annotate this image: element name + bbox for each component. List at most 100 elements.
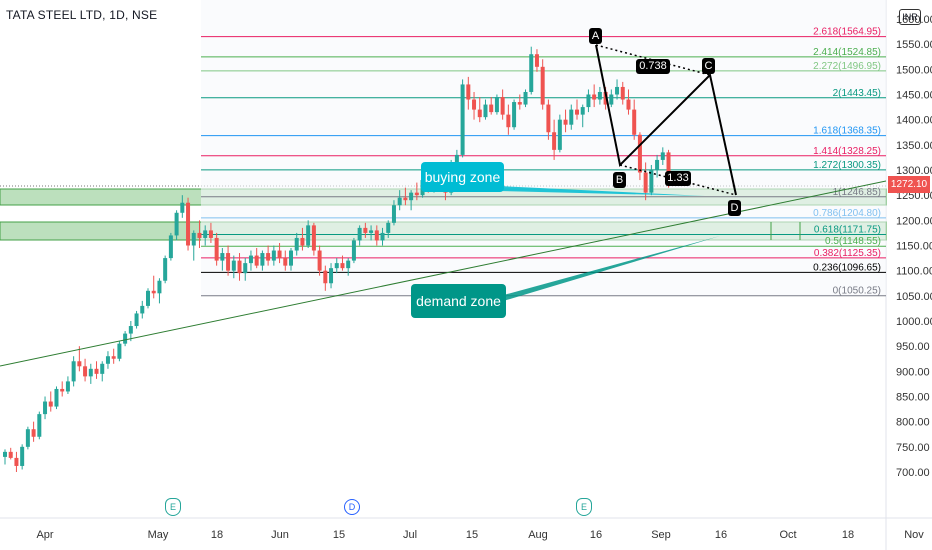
candle-body[interactable] <box>180 202 185 213</box>
candle-body[interactable] <box>37 414 42 437</box>
candle-body[interactable] <box>329 268 334 284</box>
candle-body[interactable] <box>260 253 265 266</box>
candle-body[interactable] <box>94 368 99 374</box>
candle-body[interactable] <box>146 290 150 306</box>
candle-body[interactable] <box>626 99 631 110</box>
candle-body[interactable] <box>237 260 242 274</box>
candle-body[interactable] <box>3 451 7 457</box>
candle-body[interactable] <box>466 84 471 100</box>
candle-body[interactable] <box>191 232 196 246</box>
candle-body[interactable] <box>208 230 213 238</box>
candle-body[interactable] <box>609 94 614 105</box>
pattern-point-d[interactable]: D <box>728 200 741 216</box>
candle-body[interactable] <box>123 333 128 344</box>
ratio-label-bd[interactable]: 1.33 <box>665 171 691 186</box>
candle-body[interactable] <box>477 109 482 118</box>
candle-body[interactable] <box>637 134 642 173</box>
candle-body[interactable] <box>512 102 517 128</box>
candle-body[interactable] <box>83 366 88 377</box>
dividend-event-icon[interactable]: D <box>344 499 360 515</box>
candle-body[interactable] <box>294 237 299 251</box>
candle-body[interactable] <box>174 212 179 236</box>
candle-body[interactable] <box>540 66 545 105</box>
candle-body[interactable] <box>231 260 236 271</box>
candle-body[interactable] <box>8 451 13 458</box>
candle-body[interactable] <box>592 94 597 100</box>
candle-body[interactable] <box>317 250 322 271</box>
candle-body[interactable] <box>586 94 591 108</box>
candle-body[interactable] <box>472 99 477 110</box>
candle-body[interactable] <box>71 361 76 382</box>
candle-body[interactable] <box>151 290 156 294</box>
candle-body[interactable] <box>157 280 162 294</box>
candle-body[interactable] <box>391 205 396 223</box>
candle-body[interactable] <box>517 102 522 105</box>
candle-body[interactable] <box>643 172 648 193</box>
candle-body[interactable] <box>363 227 368 233</box>
candle-body[interactable] <box>523 91 528 105</box>
candle-body[interactable] <box>369 230 374 233</box>
candle-body[interactable] <box>60 388 65 392</box>
candle-body[interactable] <box>65 381 70 392</box>
candle-body[interactable] <box>597 91 602 100</box>
pattern-point-a[interactable]: A <box>589 28 602 44</box>
candle-body[interactable] <box>168 235 173 259</box>
candle-body[interactable] <box>311 225 316 251</box>
candle-body[interactable] <box>454 154 459 165</box>
candle-body[interactable] <box>271 250 276 261</box>
candle-body[interactable] <box>243 263 248 274</box>
candle-body[interactable] <box>220 253 225 261</box>
candle-body[interactable] <box>575 109 579 115</box>
candle-body[interactable] <box>54 388 59 407</box>
candle-body[interactable] <box>346 260 351 269</box>
candle-body[interactable] <box>666 152 671 185</box>
candle-body[interactable] <box>128 326 133 334</box>
candle-body[interactable] <box>289 250 293 266</box>
candle-body[interactable] <box>88 368 93 377</box>
candle-body[interactable] <box>134 313 139 327</box>
candle-body[interactable] <box>77 361 82 367</box>
candle-body[interactable] <box>323 270 328 284</box>
candle-body[interactable] <box>20 446 25 466</box>
candle-body[interactable] <box>632 109 637 135</box>
candle-body[interactable] <box>283 258 288 266</box>
candle-body[interactable] <box>603 91 608 105</box>
candle-body[interactable] <box>414 192 419 196</box>
candle-body[interactable] <box>655 159 660 170</box>
candle-body[interactable] <box>563 119 568 125</box>
candle-body[interactable] <box>226 253 231 271</box>
candle-body[interactable] <box>500 97 505 115</box>
candle-body[interactable] <box>340 263 345 269</box>
ratio-label-ac[interactable]: 0.738 <box>636 59 670 74</box>
pattern-point-c[interactable]: C <box>702 58 715 74</box>
candle-body[interactable] <box>386 222 391 233</box>
candle-body[interactable] <box>409 192 414 201</box>
candle-body[interactable] <box>380 232 385 241</box>
candle-body[interactable] <box>460 84 465 155</box>
candle-body[interactable] <box>48 401 53 407</box>
demand-zone-label[interactable]: demand zone <box>411 284 506 318</box>
candle-body[interactable] <box>557 119 562 150</box>
candle-body[interactable] <box>300 237 305 246</box>
candle-body[interactable] <box>494 97 499 113</box>
candle-body[interactable] <box>111 356 116 359</box>
candle-body[interactable] <box>31 429 36 437</box>
candle-body[interactable] <box>266 253 271 261</box>
candle-body[interactable] <box>277 250 282 259</box>
candle-body[interactable] <box>117 343 122 359</box>
candle-body[interactable] <box>100 363 105 374</box>
candle-body[interactable] <box>403 197 408 201</box>
candle-body[interactable] <box>506 114 511 128</box>
candle-body[interactable] <box>649 170 654 193</box>
candle-body[interactable] <box>14 457 19 466</box>
candle-body[interactable] <box>186 202 191 246</box>
candle-body[interactable] <box>620 86 625 100</box>
abcd-pattern[interactable] <box>595 44 737 196</box>
candle-body[interactable] <box>546 104 551 133</box>
pattern-point-b[interactable]: B <box>613 172 626 188</box>
candle-body[interactable] <box>529 54 534 92</box>
candle-body[interactable] <box>43 401 48 415</box>
earnings-event-icon-2[interactable]: E <box>576 498 592 516</box>
candle-body[interactable] <box>25 429 30 447</box>
candle-body[interactable] <box>483 104 488 118</box>
